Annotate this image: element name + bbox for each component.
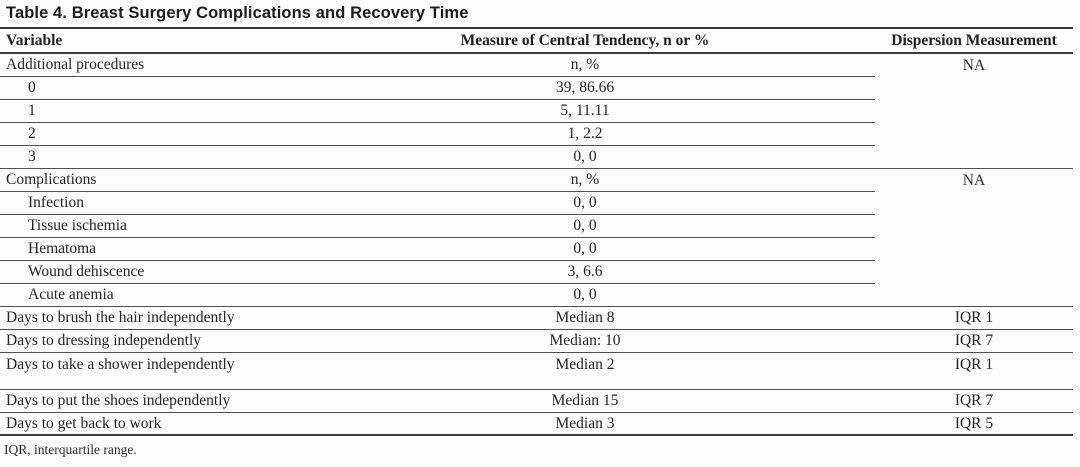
table-body: Additional procedures n, % NA 0 39, 86.66 1 5,…	[0, 54, 1073, 436]
measure-cell: 39, 86.66	[295, 77, 875, 100]
table-row: Infection 0, 0	[0, 192, 1073, 215]
variable-cell: Days to take a shower independently	[6, 355, 235, 373]
table-row: Complications n, % NA	[0, 169, 1073, 192]
variable-cell: Wound dehiscence	[0, 261, 295, 284]
dispersion-cell	[875, 238, 1073, 261]
measure-cell: 3, 6.6	[295, 261, 875, 284]
dispersion-cell: IQR 7	[954, 332, 994, 349]
table-row: Days to get back to work Median 3 IQR 5	[0, 413, 1073, 436]
variable-cell: Additional procedures	[0, 54, 295, 77]
table-row: 0 39, 86.66	[0, 77, 1073, 100]
dispersion-cell	[875, 261, 1073, 284]
dispersion-cell: NA	[962, 171, 986, 189]
variable-cell: Days to brush the hair independently	[6, 309, 235, 326]
dispersion-cell	[875, 215, 1073, 238]
measure-cell: Median 2	[555, 355, 615, 373]
variable-cell: Complications	[0, 169, 295, 192]
variable-cell: Infection	[0, 192, 295, 215]
measure-cell: 0, 0	[295, 238, 875, 261]
section-spacer	[0, 376, 1073, 390]
measure-cell: n, %	[295, 54, 875, 77]
dispersion-cell: NA	[962, 56, 986, 74]
variable-cell: Days to put the shoes independently	[6, 392, 231, 409]
table-row: 1 5, 11.11	[0, 100, 1073, 123]
measure-cell: Median 8	[555, 309, 615, 326]
table-row: Additional procedures n, % NA	[0, 54, 1073, 77]
measure-cell: 5, 11.11	[295, 100, 875, 123]
col-header-dispersion: Dispersion Measurement	[891, 31, 1057, 49]
variable-cell: 1	[0, 100, 295, 123]
variable-cell: Acute anemia	[28, 286, 114, 303]
table-row: Wound dehiscence 3, 6.6	[0, 261, 1073, 284]
table-row: Days to brush the hair independently Medi…	[0, 307, 1073, 330]
dispersion-cell: IQR 5	[954, 414, 994, 432]
table-row: Acute anemia 0, 0	[0, 284, 1073, 307]
dispersion-cell	[875, 100, 1073, 123]
table: Variable Measure of Central Tendency, n …	[0, 27, 1073, 436]
table-row: Days to take a shower independently Media…	[0, 353, 1073, 376]
table-title: Table 4. Breast Surgery Complications an…	[6, 4, 469, 22]
table-row: 2 1, 2.2	[0, 123, 1073, 146]
col-header-measure: Measure of Central Tendency, n or %	[460, 31, 710, 49]
table-row: Hematoma 0, 0	[0, 238, 1073, 261]
variable-cell: Days to get back to work	[6, 414, 162, 432]
measure-cell: 0, 0	[295, 192, 875, 215]
table-footnote: IQR, interquartile range.	[4, 442, 137, 457]
measure-cell: 0, 0	[573, 286, 597, 303]
variable-cell: Days to dressing independently	[6, 332, 202, 349]
table-row: Days to dressing independently Median: 10…	[0, 330, 1073, 353]
variable-cell: Hematoma	[0, 238, 295, 261]
dispersion-cell	[875, 146, 1073, 168]
table-row: 3 0, 0	[0, 146, 1073, 169]
measure-cell: 1, 2.2	[295, 123, 875, 146]
dispersion-cell	[875, 284, 1073, 306]
variable-cell: 2	[0, 123, 295, 146]
measure-cell: n, %	[295, 169, 875, 192]
table-header-row: Variable Measure of Central Tendency, n …	[0, 29, 1073, 54]
dispersion-cell	[875, 123, 1073, 146]
dispersion-cell	[875, 192, 1073, 215]
measure-cell: Median 3	[555, 414, 615, 432]
table-row: Tissue ischemia 0, 0	[0, 215, 1073, 238]
variable-cell: Tissue ischemia	[0, 215, 295, 238]
dispersion-cell: IQR 1	[954, 355, 994, 373]
dispersion-cell	[875, 77, 1073, 100]
dispersion-cell: IQR 7	[954, 392, 994, 409]
dispersion-cell: IQR 1	[954, 309, 994, 326]
table-row: Days to put the shoes independently Media…	[0, 390, 1073, 413]
measure-cell: 0, 0	[295, 215, 875, 238]
col-header-variable: Variable	[6, 31, 63, 49]
variable-cell: 3	[28, 148, 36, 165]
measure-cell: Median: 10	[549, 332, 621, 349]
variable-cell: 0	[0, 77, 295, 100]
measure-cell: 0, 0	[573, 148, 597, 165]
measure-cell: Median 15	[551, 392, 619, 409]
